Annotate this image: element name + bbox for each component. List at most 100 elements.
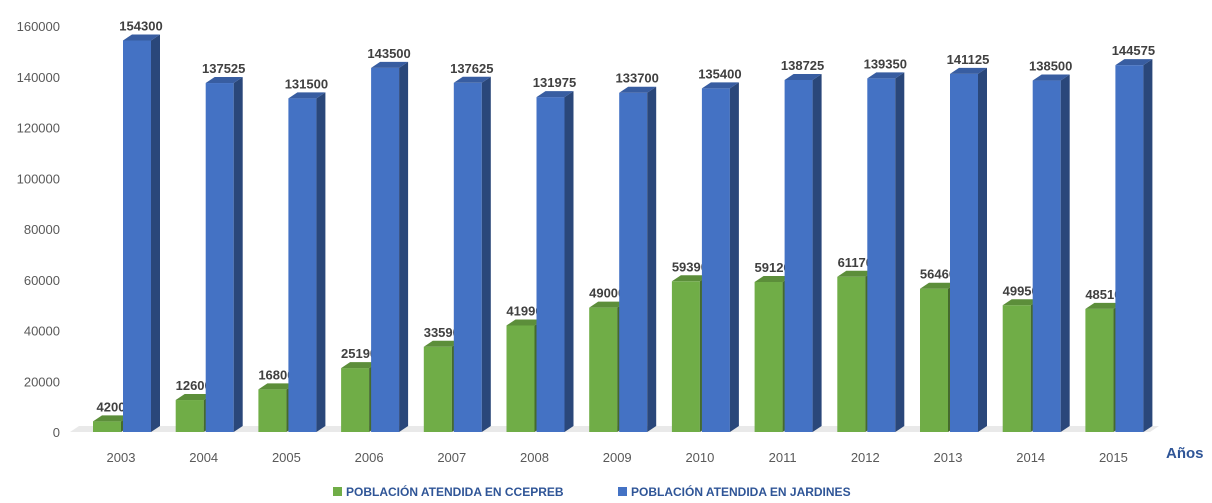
legend-item: POBLACIÓN ATENDIDA EN JARDINES [618,484,851,499]
bar-top [837,270,875,277]
bar-front [671,281,700,432]
bar-top [754,275,792,282]
bar-side [316,92,326,432]
data-label: 41990 [506,303,542,318]
legend-label: POBLACIÓN ATENDIDA EN JARDINES [631,484,851,499]
bar-front [123,40,151,433]
bar-top [93,415,130,422]
data-label: 143500 [367,46,410,61]
data-label: 49000 [589,286,625,301]
bar-top [1115,59,1153,66]
bar-front [536,97,565,432]
data-label: 25190 [341,346,377,361]
x-tick-label: 2007 [437,450,466,465]
y-axis: 0 20000 40000 60000 80000 100000 120000 140000 1… [17,19,60,440]
bar: 137525 [202,61,245,433]
legend-label: POBLACIÓN ATENDIDA EN CCEPREB [346,484,564,499]
bar: 131975 [533,75,576,432]
bar-top [453,76,491,83]
x-tick-label: 2013 [934,450,963,465]
bar: 131500 [285,76,328,432]
bar-side [812,73,822,432]
x-tick-label: 2003 [107,450,136,465]
bar-side [647,86,657,432]
x-tick-label: 2005 [272,450,301,465]
y-tick-label: 60000 [24,273,60,288]
bar-front [920,288,948,432]
data-label: 12600 [176,378,212,393]
x-axis-title: Años [1166,445,1204,462]
x-tick-label: 2008 [520,450,549,465]
data-label: 59120 [755,260,791,275]
legend: POBLACIÓN ATENDIDA EN CCEPREB POBLACIÓN A… [333,484,851,499]
bar-top [506,319,544,326]
data-label: 138725 [781,58,824,73]
x-tick-label: 2006 [355,450,384,465]
data-label: 59390 [672,259,708,274]
bar-top [701,82,739,89]
bar-top [1085,302,1123,309]
y-tick-label: 0 [53,425,60,440]
y-tick-label: 20000 [24,374,60,389]
bar-top [288,92,326,99]
bar: 144575 [1112,43,1155,433]
legend-swatch [618,487,627,496]
x-tick-label: 2010 [685,450,714,465]
bar-front [950,73,978,432]
bar-top [258,383,296,390]
bar-side [399,61,409,433]
bar-front [288,98,317,432]
data-label: 137625 [450,61,493,76]
x-tick-label: 2012 [851,450,880,465]
y-tick-label: 40000 [24,324,60,339]
bar-front [205,83,234,433]
bar-side [1060,74,1070,433]
bar: 137625 [450,61,493,433]
bar-top [920,282,957,289]
bar: 143500 [367,46,411,433]
bar-top [123,34,160,41]
data-label: 135400 [698,66,741,81]
bar-front [701,88,730,433]
bar-front [371,67,400,433]
bar-front [589,307,618,432]
bar-front [506,325,535,432]
x-tick-label: 2004 [189,450,218,465]
bar-front [453,82,482,433]
bar-top [371,61,409,68]
data-label: 33590 [424,325,460,340]
x-tick-label: 2009 [603,450,632,465]
bar-side [1143,59,1153,433]
bar-top [784,73,822,80]
data-label: 4200 [97,399,126,414]
data-label: 141125 [947,52,990,67]
bar-front [837,276,866,432]
bar: 154300 [119,18,163,433]
legend-item: POBLACIÓN ATENDIDA EN CCEPREB [333,484,564,499]
bar: 135400 [698,66,742,433]
bar-top [205,77,243,84]
bar-top [950,67,987,74]
data-label: 144575 [1112,43,1155,58]
bar-top [671,275,709,282]
bar-front [619,92,648,432]
data-label: 139350 [864,56,907,71]
bar: 141125 [947,52,990,432]
bar-top [1032,74,1070,81]
data-label: 137525 [202,61,245,76]
bar: 139350 [864,56,907,432]
data-label: 56460 [920,267,956,282]
bar-top [423,340,461,347]
data-label: 133700 [616,71,659,86]
bar-side [233,77,243,433]
bar-side [978,67,987,432]
bar-top [175,394,213,401]
y-tick-label: 140000 [17,70,60,85]
bar-front [754,281,783,432]
bar-front [1115,65,1144,433]
bar-side [729,82,739,433]
data-label: 131975 [533,75,576,90]
y-tick-label: 80000 [24,222,60,237]
bar-top [1002,299,1040,306]
